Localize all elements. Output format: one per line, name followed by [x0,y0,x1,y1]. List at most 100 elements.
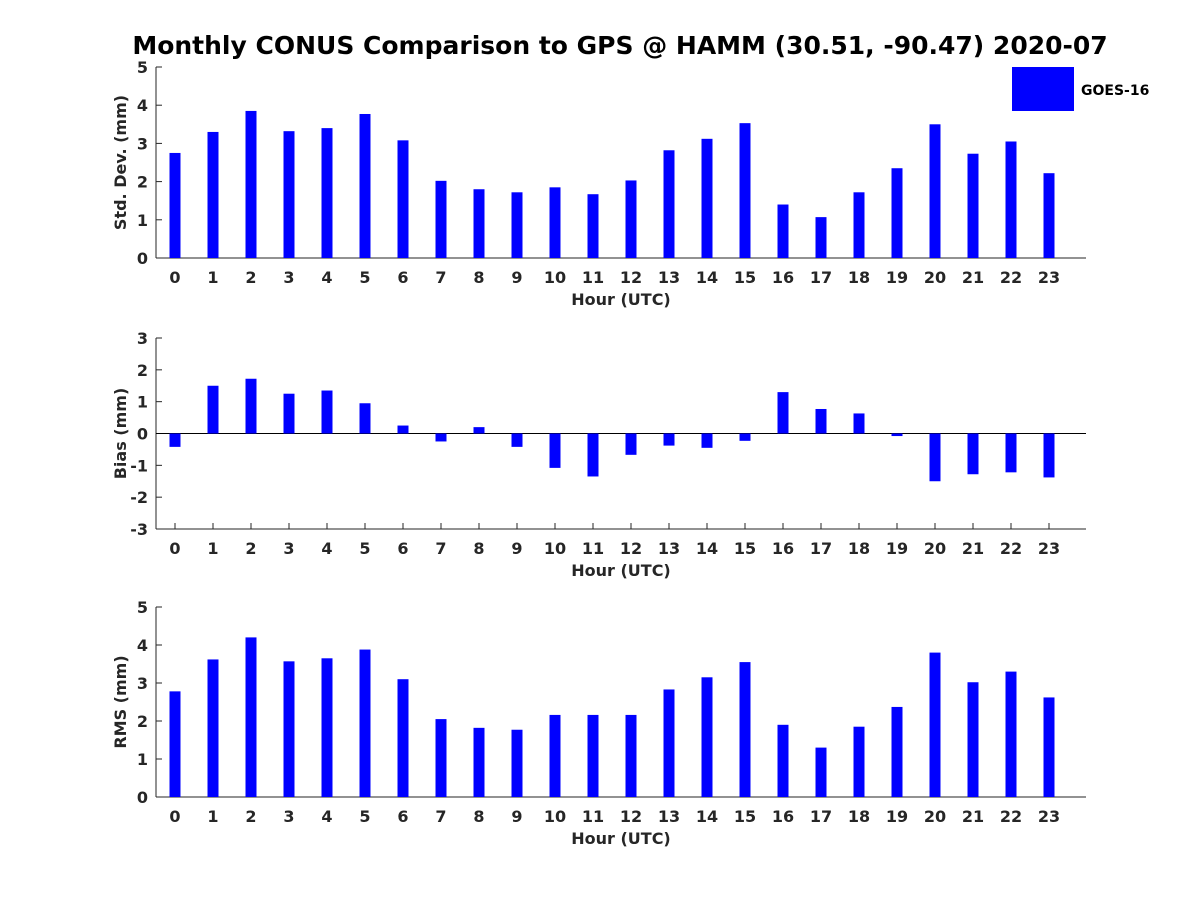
y-tick-label: 0 [137,249,148,268]
x-axis-label: Hour (UTC) [571,561,671,580]
x-tick-label: 20 [924,539,946,558]
bar-hour-3 [283,131,295,258]
chart-title: Monthly CONUS Comparison to GPS @ HAMM (… [132,31,1107,60]
bar-hour-2 [245,637,257,797]
bar-hour-10 [549,433,561,468]
x-tick-label: 5 [359,539,370,558]
bar-hour-5 [359,649,371,797]
bar-hour-13 [663,689,675,797]
x-tick-label: 16 [772,268,794,287]
x-tick-label: 9 [511,268,522,287]
bar-hour-12 [625,714,637,797]
y-tick-label: 3 [137,329,148,348]
y-tick-label: 3 [137,134,148,153]
x-tick-label: 20 [924,268,946,287]
bar-hour-20 [929,124,941,258]
x-tick-label: 0 [169,807,180,826]
x-tick-label: 12 [620,539,642,558]
bar-hour-1 [207,131,219,258]
x-tick-label: 17 [810,539,832,558]
x-tick-label: 4 [321,268,332,287]
legend-swatch [1012,67,1074,111]
x-tick-label: 3 [283,539,294,558]
bar-hour-22 [1005,141,1017,258]
x-tick-label: 7 [435,807,446,826]
bar-hour-2 [245,110,257,259]
x-tick-label: 23 [1038,539,1060,558]
x-tick-label: 19 [886,539,908,558]
y-tick-label: 2 [137,361,148,380]
x-tick-label: 2 [245,539,256,558]
y-tick-label: 4 [137,96,148,115]
bar-hour-18 [853,192,865,258]
x-tick-label: 9 [511,807,522,826]
x-tick-label: 13 [658,807,680,826]
x-tick-label: 20 [924,807,946,826]
bar-hour-6 [397,425,409,434]
y-tick-label: 0 [137,425,148,444]
bar-hour-4 [321,128,333,258]
y-tick-label: 2 [137,712,148,731]
x-tick-label: 7 [435,268,446,287]
y-tick-label: 5 [137,58,148,77]
bar-hour-1 [207,385,219,434]
x-tick-label: 3 [283,268,294,287]
x-tick-label: 6 [397,539,408,558]
y-tick-label: -1 [130,456,148,475]
x-tick-label: 8 [473,268,484,287]
bar-hour-19 [891,433,903,437]
bar-hour-10 [549,714,561,797]
bar-hour-9 [511,192,523,258]
bar-hour-14 [701,677,713,797]
x-tick-label: 4 [321,807,332,826]
x-tick-label: 21 [962,268,984,287]
x-tick-label: 2 [245,807,256,826]
x-tick-label: 1 [207,807,218,826]
y-axis-label: Std. Dev. (mm) [111,95,130,230]
x-tick-label: 23 [1038,268,1060,287]
bar-hour-9 [511,433,523,447]
bar-hour-8 [473,189,485,258]
x-tick-label: 10 [544,807,566,826]
bar-hour-16 [777,392,789,434]
x-tick-label: 14 [696,807,718,826]
bar-hour-7 [435,433,447,442]
x-tick-label: 23 [1038,807,1060,826]
x-tick-label: 13 [658,268,680,287]
x-tick-label: 21 [962,807,984,826]
x-tick-label: 12 [620,268,642,287]
bar-hour-21 [967,682,979,797]
bar-hour-20 [929,433,941,482]
bar-hour-15 [739,123,751,259]
x-tick-label: 17 [810,268,832,287]
x-tick-label: 7 [435,539,446,558]
bar-hour-10 [549,187,561,258]
legend-label: GOES-16 [1081,83,1149,99]
x-tick-label: 17 [810,807,832,826]
x-tick-label: 8 [473,539,484,558]
bar-hour-12 [625,433,637,455]
bar-hour-3 [283,661,295,797]
x-tick-label: 11 [582,807,604,826]
y-tick-label: -2 [130,488,148,507]
bar-hour-22 [1005,671,1017,797]
bar-hour-4 [321,658,333,797]
y-tick-label: 2 [137,173,148,192]
bar-hour-11 [587,433,599,477]
x-tick-label: 12 [620,807,642,826]
x-tick-label: 11 [582,268,604,287]
x-tick-label: 21 [962,539,984,558]
y-tick-label: 1 [137,211,148,230]
bar-hour-9 [511,729,523,797]
x-tick-label: 5 [359,807,370,826]
bar-hour-18 [853,726,865,797]
bar-hour-20 [929,652,941,797]
bar-hour-15 [739,662,751,797]
bar-hour-5 [359,113,371,259]
x-tick-label: 4 [321,539,332,558]
bar-hour-19 [891,168,903,258]
bar-hour-13 [663,433,675,446]
